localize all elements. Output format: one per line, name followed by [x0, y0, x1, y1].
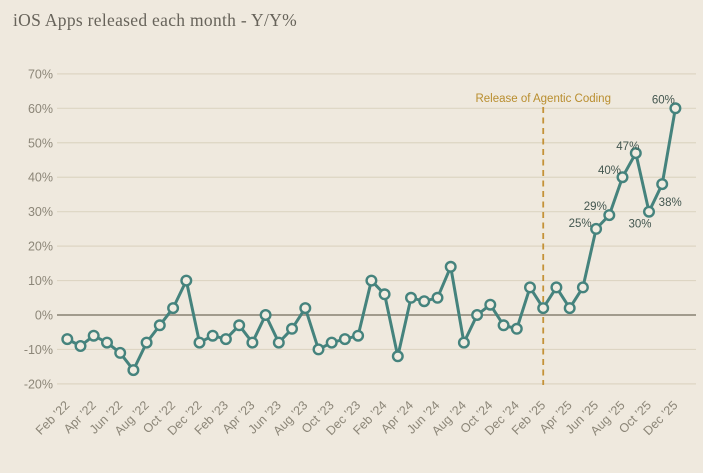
data-point-marker: [153, 319, 166, 332]
data-point-marker: [140, 336, 153, 349]
data-point-marker: [167, 302, 180, 315]
data-point-marker: [537, 302, 550, 315]
data-point-marker: [550, 281, 563, 294]
data-point-marker: [669, 102, 682, 115]
data-point-marker: [484, 298, 497, 311]
data-point-marker: [616, 171, 629, 184]
data-point-marker: [114, 346, 127, 359]
data-point-marker: [656, 178, 669, 191]
release-vline-label: Release of Agentic Coding: [475, 93, 611, 105]
data-point-marker: [457, 336, 470, 349]
data-point-marker: [272, 336, 285, 349]
data-point-label: 40%: [598, 165, 621, 177]
data-point-label: 25%: [569, 218, 592, 230]
y-tick-label: 60%: [28, 102, 53, 116]
y-tick-label: 20%: [28, 240, 53, 254]
data-point-marker: [431, 291, 444, 304]
data-point-marker: [629, 147, 642, 160]
data-point-marker: [299, 302, 312, 315]
data-point-marker: [643, 205, 656, 218]
data-point-marker: [590, 222, 603, 235]
data-point-marker: [127, 364, 140, 377]
data-point-marker: [100, 336, 113, 349]
data-point-marker: [338, 333, 351, 346]
chart-title: iOS Apps released each month - Y/Y%: [13, 10, 297, 30]
data-point-marker: [219, 333, 232, 346]
data-point-marker: [510, 322, 523, 335]
data-point-label: 60%: [652, 94, 675, 106]
data-point-marker: [206, 329, 219, 342]
data-point-marker: [74, 340, 87, 353]
y-tick-label: 10%: [28, 274, 53, 288]
data-point-marker: [405, 291, 418, 304]
data-point-label: 38%: [659, 197, 682, 209]
data-point-marker: [471, 309, 484, 322]
data-point-marker: [233, 319, 246, 332]
data-point-label: 47%: [616, 141, 639, 153]
data-point-marker: [444, 260, 457, 273]
data-point-marker: [246, 336, 259, 349]
data-point-marker: [180, 274, 193, 287]
y-tick-label: 0%: [35, 309, 53, 323]
y-tick-label: 50%: [28, 136, 53, 150]
data-point-marker: [87, 329, 100, 342]
data-point-marker: [352, 329, 365, 342]
data-point-marker: [286, 322, 299, 335]
y-tick-label: 30%: [28, 205, 53, 219]
data-point-marker: [563, 302, 576, 315]
data-point-marker: [259, 309, 272, 322]
data-point-marker: [61, 333, 74, 346]
data-point-label: 29%: [584, 201, 607, 213]
data-point-marker: [524, 281, 537, 294]
data-point-marker: [193, 336, 206, 349]
data-point-marker: [365, 274, 378, 287]
data-point-marker: [378, 288, 391, 301]
data-point-label: 30%: [628, 219, 651, 231]
y-tick-label: -20%: [24, 377, 53, 391]
data-point-marker: [391, 350, 404, 363]
y-tick-label: 70%: [28, 67, 53, 81]
data-point-marker: [576, 281, 589, 294]
data-point-marker: [418, 295, 431, 308]
y-tick-label: -10%: [24, 343, 53, 357]
data-point-marker: [603, 209, 616, 222]
data-point-marker: [312, 343, 325, 356]
y-tick-label: 40%: [28, 171, 53, 185]
data-point-marker: [497, 319, 510, 332]
data-point-marker: [325, 336, 338, 349]
